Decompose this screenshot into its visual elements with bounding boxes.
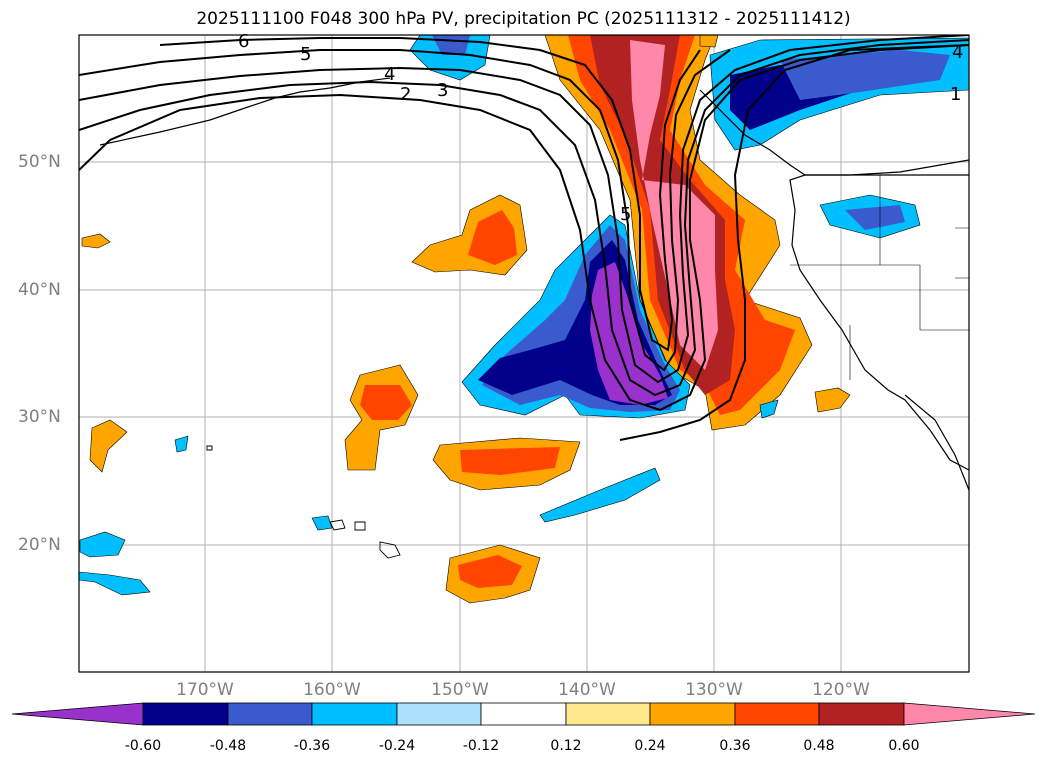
colorbar-seg — [311, 702, 398, 726]
islands — [206, 445, 401, 559]
colorbar-label: 0.36 — [719, 738, 751, 754]
pv-label: 1 — [950, 84, 961, 105]
colorbar-max-arrow — [903, 702, 1036, 726]
precip-blob-4-inner — [458, 555, 522, 588]
colorbar-label: -0.12 — [462, 738, 500, 754]
colorbar-seg — [565, 702, 651, 726]
colorbar-label: 0.60 — [888, 738, 920, 754]
pv-contours — [79, 35, 969, 441]
pv-label: 6 — [238, 31, 249, 52]
colorbar-seg — [396, 702, 482, 726]
colorbar — [11, 702, 1036, 726]
precip-blob-neg-1 — [539, 467, 661, 523]
colorbar-label: -0.36 — [293, 738, 331, 754]
precip-blob-neg-5 — [174, 435, 189, 453]
precip-blob-neg-3 — [79, 571, 151, 596]
precip-blob-6 — [814, 387, 851, 413]
colorbar-seg — [818, 702, 905, 726]
lon-label-150w: 150°W — [431, 680, 489, 700]
map-frame — [78, 34, 970, 673]
colorbar-seg — [734, 702, 820, 726]
lat-label-30n: 30°N — [18, 407, 61, 427]
precip-blob-1-inner — [468, 210, 517, 265]
precip-negative-north-mid — [780, 50, 950, 100]
colorbar-seg — [649, 702, 736, 726]
precip-blob-5 — [89, 419, 128, 473]
colorbar-label: 0.48 — [803, 738, 835, 754]
pv-contour-labels: 6 5 4 3 2 5 1 4 — [238, 31, 963, 225]
lon-label-140w: 140°W — [558, 680, 616, 700]
colorbar-label: -0.60 — [124, 738, 162, 754]
lon-label-120w: 120°W — [812, 680, 870, 700]
precip-negative-pacnw-dark — [845, 205, 905, 230]
precip-blob-2-inner — [360, 385, 412, 420]
pv-label: 4 — [384, 64, 395, 85]
precip-blob-neg-6 — [759, 399, 779, 419]
precipitation-shading — [79, 35, 969, 604]
precip-blob-3-inner — [460, 447, 560, 475]
pv-label: 4 — [952, 42, 963, 63]
lat-label-50n: 50°N — [18, 152, 61, 172]
precip-blob-7 — [81, 233, 111, 249]
colorbar-seg — [227, 702, 313, 726]
lon-label-160w: 160°W — [303, 680, 361, 700]
pv-label: 2 — [400, 84, 411, 105]
precip-blob-neg-4 — [311, 515, 333, 531]
colorbar-label: -0.24 — [378, 738, 416, 754]
colorbar-label: 0.24 — [634, 738, 666, 754]
lon-label-130w: 130°W — [685, 680, 743, 700]
pv-label: 5 — [300, 44, 311, 65]
precip-north-small — [699, 35, 719, 48]
colorbar-label: -0.48 — [209, 738, 247, 754]
colorbar-label: 0.12 — [550, 738, 582, 754]
lon-label-170w: 170°W — [176, 680, 234, 700]
map-title: 2025111100 F048 300 hPa PV, precipitatio… — [196, 9, 851, 29]
colorbar-seg — [480, 702, 567, 726]
state-borders — [790, 175, 969, 380]
colorbar-seg — [142, 702, 229, 726]
lat-label-20n: 20°N — [18, 535, 61, 555]
coastlines — [99, 77, 969, 491]
precip-positive-max — [630, 40, 718, 370]
colorbar-min-arrow — [11, 702, 144, 726]
pv-label: 3 — [437, 80, 448, 101]
lat-label-40n: 40°N — [18, 280, 61, 300]
pv-label: 5 — [620, 204, 631, 225]
precip-blob-neg-2 — [79, 531, 126, 558]
